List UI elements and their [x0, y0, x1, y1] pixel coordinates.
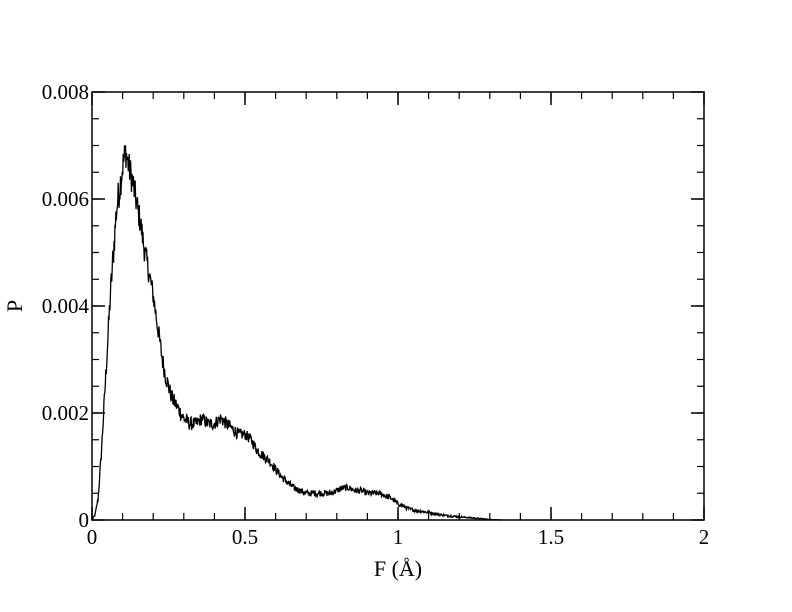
- x-tick-label: 1: [393, 525, 404, 549]
- x-axis-title: F (Å): [374, 556, 422, 581]
- plot-frame: [91, 91, 705, 521]
- y-tick-label: 0.006: [42, 187, 89, 211]
- x-tick-label: 0.5: [232, 525, 258, 549]
- series-line: [91, 145, 502, 521]
- axis-tick-labels: 0 0.5 1 1.5 2 0 0.002 0.004 0.006 0.008: [42, 80, 710, 549]
- y-tick-label: 0.002: [42, 401, 89, 425]
- x-tick-label: 0: [87, 525, 98, 549]
- y-tick-label: 0.008: [42, 80, 89, 104]
- y-axis-title: P: [2, 300, 27, 312]
- x-tick-label: 2: [699, 525, 710, 549]
- plot-area: [91, 145, 502, 521]
- x-tick-label: 1.5: [538, 525, 564, 549]
- axis-ticks: [91, 91, 705, 521]
- y-tick-label: 0.004: [42, 294, 90, 318]
- y-tick-label: 0: [79, 508, 90, 532]
